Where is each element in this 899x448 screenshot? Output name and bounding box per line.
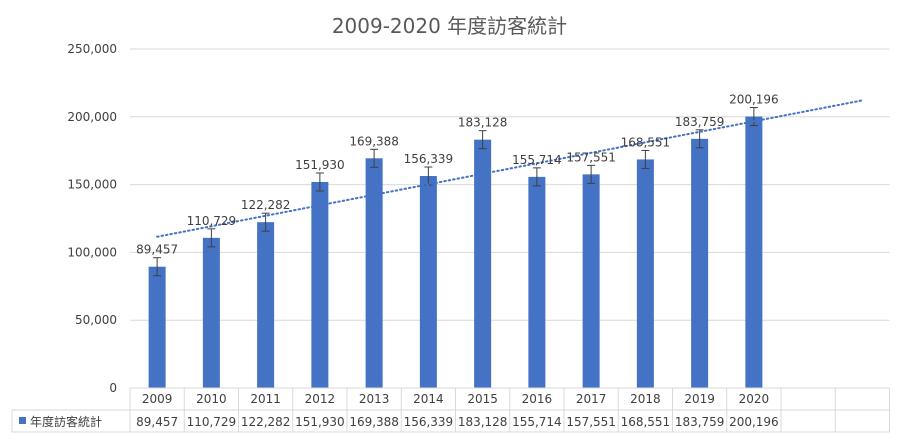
x-tick-label: 2020	[739, 392, 770, 406]
y-tick-label: 250,000	[67, 42, 117, 56]
bar-2013	[365, 158, 383, 388]
error-bar-2019	[695, 129, 704, 149]
error-bar-2015	[478, 130, 487, 150]
x-tick-label: 2011	[250, 392, 281, 406]
x-tick-label: 2019	[684, 392, 715, 406]
bar-2020	[745, 116, 763, 388]
x-tick-label: 2009	[142, 392, 173, 406]
bars	[148, 116, 763, 388]
y-tick-label: 200,000	[67, 110, 117, 124]
data-label-2011: 122,282	[241, 198, 291, 212]
bar-2014	[419, 176, 437, 388]
table-cell: 183,759	[675, 415, 725, 429]
bar-2016	[528, 176, 546, 388]
data-label-2019: 183,759	[675, 115, 725, 129]
bar-2018	[636, 159, 654, 388]
x-tick-label: 2010	[196, 392, 227, 406]
bar-2009	[148, 266, 166, 388]
table-cell: 183,128	[458, 415, 508, 429]
bar-2010	[202, 237, 220, 388]
trendline-linear	[156, 99, 864, 238]
data-table: 2009 89,457 2010 110,729 2011 122,282 2012 151,…	[11, 387, 890, 433]
table-cell: 157,551	[566, 415, 616, 429]
bar-2012	[311, 181, 329, 388]
error-bar-2009	[153, 257, 162, 277]
table-cell: 200,196	[729, 415, 779, 429]
data-label-2009: 89,457	[136, 243, 178, 257]
error-bar-2020	[749, 107, 758, 127]
chart-title: 2009-2020 年度訪客統計	[331, 14, 568, 38]
bar-2017	[582, 174, 600, 388]
x-tick-label: 2014	[413, 392, 444, 406]
gridlines	[130, 48, 890, 321]
y-tick-label: 50,000	[75, 313, 117, 327]
x-tick-label: 2016	[522, 392, 553, 406]
bar-2019	[691, 138, 709, 388]
y-tick-label: 0	[109, 381, 117, 395]
legend-series-name: 年度訪客統計	[30, 414, 102, 429]
data-label-2015: 183,128	[458, 116, 508, 130]
error-bar-2016	[532, 167, 541, 187]
x-tick-label: 2017	[576, 392, 607, 406]
error-bars	[153, 107, 758, 277]
table-cell: 168,551	[621, 415, 671, 429]
y-tick-label: 100,000	[67, 245, 117, 259]
table-cell: 169,388	[349, 415, 399, 429]
error-bar-2017	[587, 164, 596, 184]
error-bar-2010	[207, 228, 216, 248]
x-tick-label: 2013	[359, 392, 390, 406]
trendline	[156, 99, 864, 238]
x-tick-label: 2018	[630, 392, 661, 406]
y-tick-label: 150,000	[67, 178, 117, 192]
x-tick-label: 2012	[305, 392, 336, 406]
table-cell: 155,714	[512, 415, 562, 429]
data-label-2016: 155,714	[512, 153, 562, 167]
table-cell: 89,457	[136, 415, 178, 429]
error-bar-2018	[641, 149, 650, 169]
data-label-2017: 157,551	[566, 150, 616, 164]
data-label-2013: 169,388	[349, 134, 399, 148]
table-cell: 156,339	[404, 415, 454, 429]
data-label-2020: 200,196	[729, 93, 779, 107]
error-bar-2011	[261, 212, 270, 232]
table-cell: 110,729	[187, 415, 237, 429]
data-label-2014: 156,339	[404, 152, 454, 166]
data-label-2010: 110,729	[187, 214, 237, 228]
table-cell: 151,930	[295, 415, 345, 429]
error-bar-2012	[315, 172, 324, 192]
data-label-2018: 168,551	[621, 135, 671, 149]
bar-2011	[257, 222, 275, 388]
y-axis: 0 50,000 100,000 150,000 200,000 250,000	[67, 42, 117, 395]
legend-key	[19, 417, 26, 424]
table-cell: 122,282	[241, 415, 291, 429]
x-tick-label: 2015	[467, 392, 498, 406]
data-labels: 89,457 110,729 122,282 151,930 169,388 156,33…	[136, 93, 779, 257]
bar-2015	[474, 139, 492, 388]
error-bar-2013	[370, 148, 379, 168]
data-label-2012: 151,930	[295, 158, 345, 172]
